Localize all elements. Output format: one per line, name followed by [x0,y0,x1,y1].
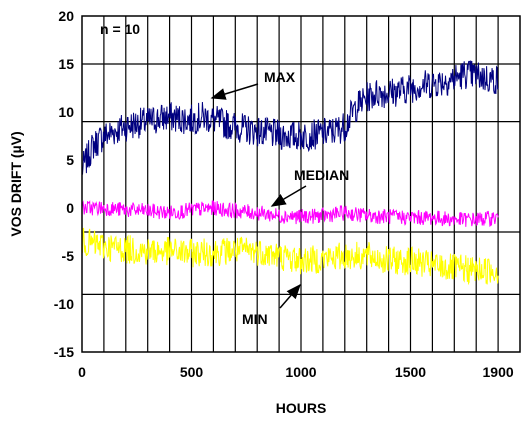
series-line-min [81,227,499,286]
annotation-min: MIN [242,311,268,327]
x-axis-label: HOURS [276,400,327,416]
grid [82,16,520,352]
x-tick-label: 500 [180,364,204,380]
annotation-arrow-max [210,83,259,100]
series-annotations: MAX MEDIAN MIN [210,69,349,327]
y-tick-label: 20 [58,8,74,24]
plot-frame [81,15,521,353]
annotation-arrow-min [279,283,301,309]
y-tick-label: -15 [54,344,74,360]
y-tick-label: 10 [58,104,74,120]
sample-count-label: n = 10 [100,21,140,37]
y-tick-label: 5 [66,152,74,168]
y-tick-label: 15 [58,56,74,72]
annotation-median: MEDIAN [294,167,349,183]
series-line-max [81,60,499,175]
annotation-max: MAX [264,69,296,85]
series-lines [81,60,499,286]
y-tick-label: 0 [66,200,74,216]
x-tick-label: 1500 [395,364,426,380]
y-tick-label: -5 [62,248,75,264]
x-tick-label: 1900 [483,364,514,380]
y-axis-label: VOS DRIFT (µV) [8,131,24,236]
tick-labels: 0 500 1000 1500 1900 -15 -10 -5 0 5 10 15 20 [54,8,514,380]
y-tick-label: -10 [54,296,74,312]
x-tick-label: 0 [78,364,86,380]
annotation-arrow-median [270,185,307,207]
series-line-median [81,200,499,227]
x-tick-label: 1000 [285,364,316,380]
